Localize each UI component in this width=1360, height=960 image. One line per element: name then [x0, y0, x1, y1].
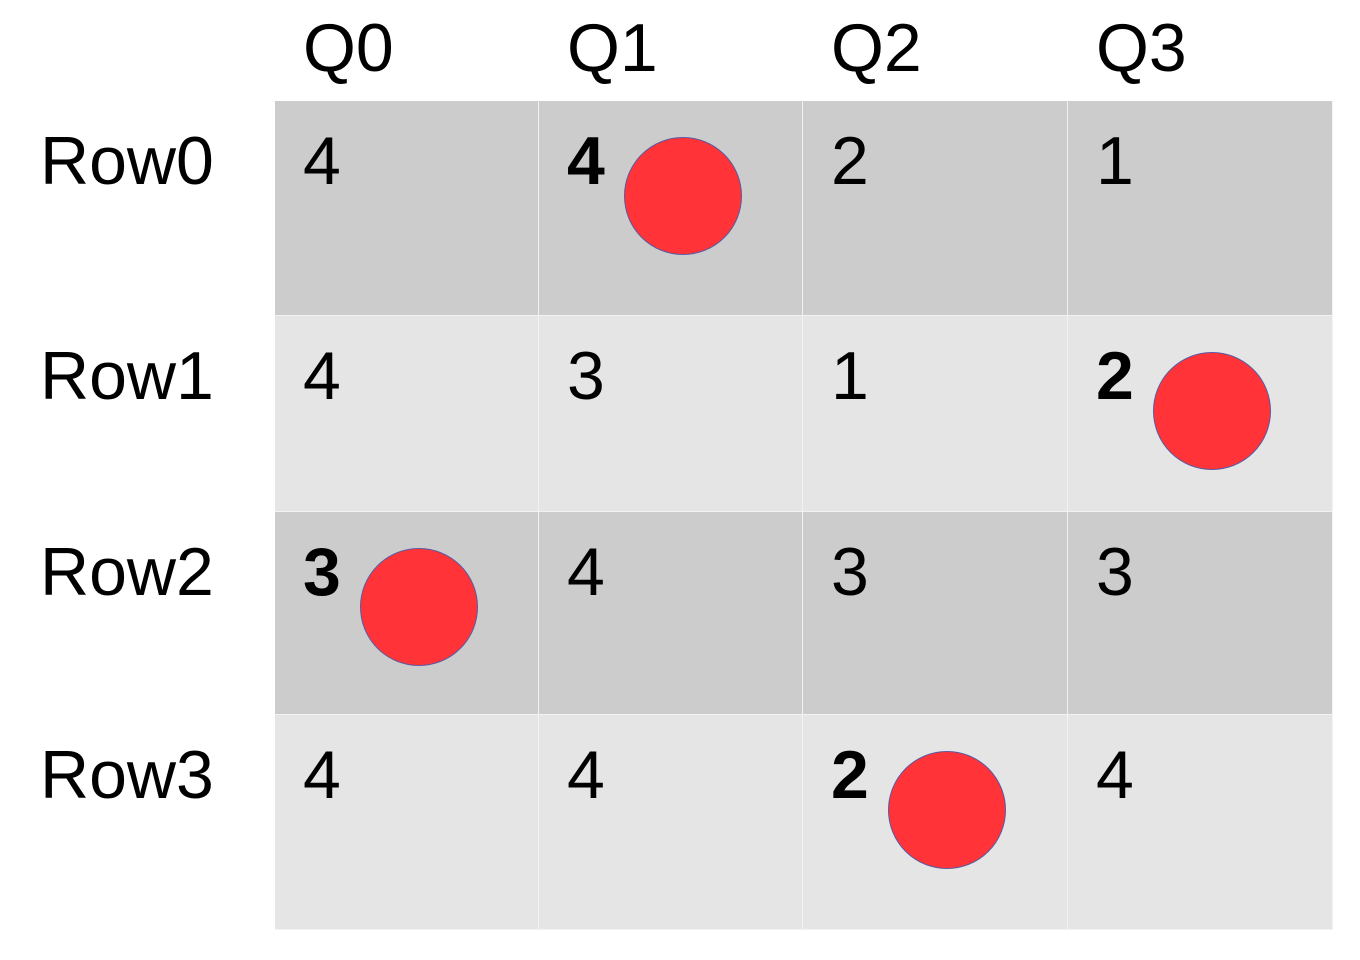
- cell-value: 2: [831, 123, 869, 199]
- grid-cell: 2: [803, 101, 1068, 316]
- grid-cell: 2: [1068, 316, 1333, 512]
- column-header-q0: Q0: [303, 10, 394, 86]
- grid-cell: 3: [275, 512, 539, 715]
- cell-value: 4: [303, 338, 341, 414]
- grid-cell: 4: [275, 101, 539, 316]
- cell-value: 1: [831, 338, 869, 414]
- grid-cell: 4: [539, 512, 803, 715]
- cell-value: 3: [831, 534, 869, 610]
- cell-value: 4: [567, 534, 605, 610]
- cell-value: 4: [303, 123, 341, 199]
- row-header-row0: Row0: [40, 123, 214, 199]
- red-circle-marker: [624, 137, 742, 255]
- cell-value: 3: [303, 534, 341, 610]
- cell-value: 2: [831, 737, 869, 813]
- cell-value: 3: [1096, 534, 1134, 610]
- grid-cell: 4: [539, 715, 803, 930]
- grid-cell: 1: [803, 316, 1068, 512]
- cell-value: 1: [1096, 123, 1134, 199]
- column-header-q3: Q3: [1096, 10, 1187, 86]
- grid-cell: 4: [1068, 715, 1333, 930]
- cell-value: 3: [567, 338, 605, 414]
- row-header-row1: Row1: [40, 338, 214, 414]
- grid-cell: 4: [539, 101, 803, 316]
- red-circle-marker: [888, 751, 1006, 869]
- red-circle-marker: [1153, 352, 1271, 470]
- grid-cell: 2: [803, 715, 1068, 930]
- cell-value: 4: [567, 123, 605, 199]
- row-header-row3: Row3: [40, 737, 214, 813]
- red-circle-marker: [360, 548, 478, 666]
- grid-cell: 3: [539, 316, 803, 512]
- grid-cell: 4: [275, 715, 539, 930]
- column-header-q2: Q2: [831, 10, 922, 86]
- row-header-row2: Row2: [40, 534, 214, 610]
- cell-value: 2: [1096, 338, 1134, 414]
- cell-value: 4: [1096, 737, 1134, 813]
- cell-value: 4: [567, 737, 605, 813]
- grid-cell: 3: [803, 512, 1068, 715]
- grid-cell: 1: [1068, 101, 1333, 316]
- cell-value: 4: [303, 737, 341, 813]
- grid-cell: 3: [1068, 512, 1333, 715]
- grid-cell: 4: [275, 316, 539, 512]
- column-header-q1: Q1: [567, 10, 658, 86]
